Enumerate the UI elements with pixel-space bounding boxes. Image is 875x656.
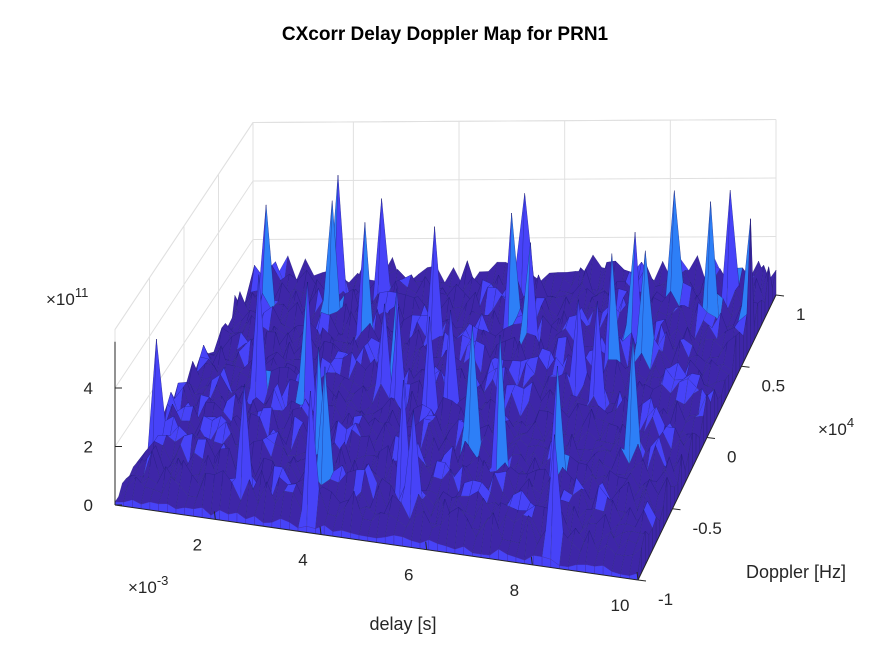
- surface-patch: [361, 222, 374, 338]
- x-tick-mark: [530, 556, 533, 565]
- x-tick-mark: [213, 511, 216, 520]
- y-exponent: ×104: [818, 415, 854, 439]
- svg-text:×104: ×104: [818, 415, 854, 439]
- z-tick-label: 4: [84, 379, 93, 398]
- y-tick-label: 0.5: [762, 376, 786, 395]
- x-tick-label: 8: [510, 581, 519, 600]
- y-axis-label: Doppler [Hz]: [746, 562, 846, 582]
- surface-mesh: [114, 175, 777, 581]
- z-tick-label: 0: [84, 496, 93, 515]
- y-tick-label: -1: [658, 590, 673, 609]
- z-ticks: 0 2 4: [84, 379, 122, 515]
- x-ticks: 2 4 6 8 10: [193, 511, 639, 615]
- surface-front-edge: [393, 534, 403, 547]
- x-exponent: ×10-3: [128, 573, 168, 597]
- x-tick-label: 10: [611, 596, 630, 615]
- y-tick-label: 0: [727, 448, 736, 467]
- y-tick-mark: [637, 579, 647, 582]
- x-tick-label: 6: [404, 566, 413, 585]
- z-tick-label: 2: [84, 438, 93, 457]
- surface-patch: [670, 190, 684, 308]
- x-axis-line: [114, 504, 639, 581]
- y-ticks: -1 -0.5 0 0.5 1: [637, 294, 805, 609]
- y-multiplier: ×10: [818, 420, 847, 439]
- svg-text:×10-3: ×10-3: [128, 573, 168, 597]
- y-tick-mark: [672, 508, 681, 511]
- y-tick-label: 1: [796, 305, 805, 324]
- x-tick-label: 2: [193, 535, 202, 554]
- surface-side-edge: [692, 432, 697, 468]
- surface-front-edge: [533, 555, 543, 567]
- z-exponent-value: 11: [75, 285, 89, 300]
- x-multiplier: ×10: [128, 578, 157, 597]
- y-tick-mark: [706, 437, 716, 439]
- x-tick-mark: [425, 541, 428, 550]
- surface-patch: [706, 201, 720, 326]
- x-tick-label: 4: [298, 551, 307, 570]
- chart-title: CXcorr Delay Doppler Map for PRN1: [282, 24, 609, 45]
- surface-side-edge: [645, 530, 650, 566]
- y-tick-mark: [775, 294, 785, 297]
- svg-text:×1011: ×1011: [46, 285, 88, 309]
- x-exponent-value: -3: [157, 573, 169, 588]
- x-tick-mark: [636, 571, 639, 581]
- y-tick-label: -0.5: [693, 519, 722, 538]
- surface-patch: [377, 198, 391, 297]
- surface-patch: [262, 204, 275, 310]
- z-exponent: ×1011: [46, 285, 88, 309]
- y-tick-mark: [741, 365, 750, 368]
- z-multiplier: ×10: [46, 290, 75, 309]
- y-exponent-value: 4: [847, 415, 854, 430]
- x-axis-label: delay [s]: [369, 614, 436, 634]
- x-tick-mark: [319, 526, 322, 535]
